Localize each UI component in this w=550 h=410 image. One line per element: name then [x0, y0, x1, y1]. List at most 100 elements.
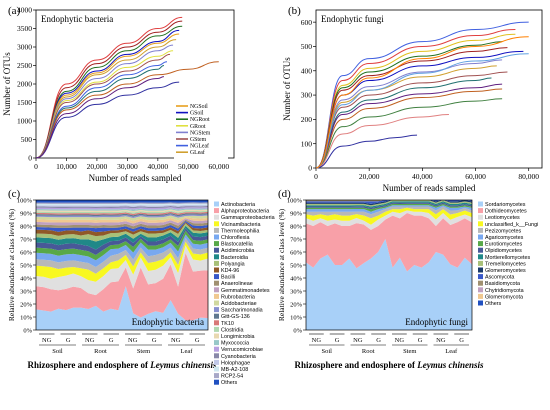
- rarefaction-curve-8: [315, 65, 497, 169]
- rarefaction-curve-13: [315, 98, 503, 169]
- legend-swatch: [214, 320, 219, 326]
- legend-label: GStem: [190, 137, 207, 143]
- x-axis-label-species: Leymus chinensis: [149, 360, 217, 370]
- x-tick-label: 40,000: [148, 162, 169, 171]
- site-label: Stem: [137, 348, 150, 355]
- y-tick-label: 30%: [290, 288, 303, 295]
- rarefaction-curve-7: [35, 44, 174, 159]
- legend-label: Olpidiomycetes: [485, 248, 522, 254]
- legend-swatch: [478, 274, 483, 280]
- area-longimicrobia: [36, 209, 208, 213]
- legend-swatch: [214, 214, 219, 220]
- legend-label: Bacilli: [221, 275, 235, 281]
- y-tick-label: 300: [301, 91, 313, 100]
- rarefaction-curve-1: [35, 16, 183, 159]
- y-tick-label: 10%: [20, 314, 33, 321]
- legend-swatch: [214, 379, 219, 385]
- y-tick-label: 1500: [17, 98, 32, 107]
- x-tick-label: 0: [34, 162, 38, 171]
- area-rubrobacteria: [36, 217, 208, 224]
- y-tick-label: 100: [301, 139, 313, 148]
- y-tick-label: 500: [301, 42, 313, 51]
- rarefaction-curve-12: [35, 61, 219, 159]
- site-label: Soil: [322, 348, 333, 355]
- area-chloroflexia: [36, 234, 208, 268]
- rarefaction-curve-11: [315, 83, 503, 169]
- y-tick-label: 60%: [290, 249, 303, 256]
- legend-label: Mortierellomycetes: [485, 255, 531, 261]
- area-myxococcia: [36, 208, 208, 212]
- y-tick-label: 20%: [20, 301, 33, 308]
- legend-label: Dothideomycetes: [485, 209, 527, 215]
- panel-label: (a): [8, 5, 21, 17]
- legend-swatch: [478, 287, 483, 293]
- legend-label: Longimicrobia: [221, 334, 255, 340]
- legend-swatch: [214, 287, 219, 293]
- y-tick-label: 200: [301, 115, 313, 124]
- legend-swatch: [478, 247, 483, 253]
- group-label: NG: [395, 337, 405, 344]
- group-label: G: [152, 337, 157, 344]
- rarefaction-curve-9: [315, 71, 508, 169]
- area-vicinamibacteria: [36, 241, 208, 282]
- area-sordariomycetes: [306, 239, 472, 330]
- area-acidobacteriae: [36, 215, 208, 221]
- legend-swatch: [214, 227, 219, 233]
- y-tick-label: 80%: [20, 223, 33, 230]
- y-tick-label: 40%: [290, 275, 303, 282]
- y-tick-label: 80%: [290, 223, 303, 230]
- area-anaerolineae: [36, 219, 208, 230]
- legend-label: Glomeromycetes: [485, 268, 526, 274]
- group-label: G: [459, 337, 464, 344]
- y-tick-label: 3500: [17, 24, 32, 33]
- legend-swatch: [214, 274, 219, 280]
- legend-swatch: [214, 353, 219, 359]
- area-cyanobacteria: [36, 205, 208, 209]
- y-tick-label: 100%: [17, 197, 33, 204]
- group-label: G: [335, 337, 340, 344]
- legend-swatch: [214, 373, 219, 379]
- legend-label: Rubrobacteria: [221, 294, 255, 300]
- legend-swatch: [214, 208, 219, 214]
- y-axis-label: Number of OTUs: [282, 57, 292, 121]
- legend-label: Myxococcia: [221, 341, 249, 347]
- y-tick-label: 600: [301, 18, 313, 27]
- legend-swatch: [214, 221, 219, 227]
- panel-label: (c): [8, 188, 21, 200]
- legend-swatch: [214, 366, 219, 372]
- legend-swatch: [214, 313, 219, 319]
- rarefaction-curve-7: [315, 59, 503, 169]
- area-rcp2-54: [36, 202, 208, 205]
- legend-swatch: [214, 293, 219, 299]
- y-tick-label: 40%: [20, 275, 33, 282]
- legend-label: unclassified_k__Fungi: [485, 222, 538, 228]
- group-label: NG: [171, 337, 181, 344]
- rarefaction-curve-14: [35, 76, 164, 159]
- legend-label: Anaerolineae: [221, 281, 253, 287]
- x-tick-label: 60,000: [465, 172, 486, 181]
- rarefaction-curve-2: [315, 28, 516, 169]
- panel-d: 0% 10% 20% 30% 40% 50% 60% 70% 80% 90% 100% Endophy…: [277, 188, 538, 370]
- legend-swatch: [478, 254, 483, 260]
- legend-swatch: [214, 280, 219, 286]
- site-label: Root: [362, 348, 375, 355]
- area-olpidiomycetes: [306, 202, 472, 210]
- legend-swatch: [214, 267, 219, 273]
- panel-label: (b): [288, 5, 301, 17]
- x-tick-label: 40,000: [412, 172, 433, 181]
- legend-label: Ascomycota: [485, 275, 514, 281]
- legend-label: Chytridiomycota: [485, 288, 524, 294]
- rarefaction-curve-12: [315, 88, 503, 169]
- legend-label: Chloroflexia: [221, 235, 249, 241]
- legend-label: NGSoil: [190, 104, 208, 110]
- y-tick-label: 4000: [17, 6, 32, 15]
- legend-label: Eurotiomycetes: [485, 242, 522, 248]
- group-label: NG: [42, 337, 52, 344]
- area-blastocatellia: [36, 230, 208, 261]
- chart-title: Endophytic bacteria: [41, 14, 113, 24]
- legend-label: Others: [221, 380, 237, 386]
- legend-label: KD4-96: [221, 268, 239, 274]
- legend-label: Glomeromycota: [485, 294, 523, 300]
- group-label: G: [418, 337, 423, 344]
